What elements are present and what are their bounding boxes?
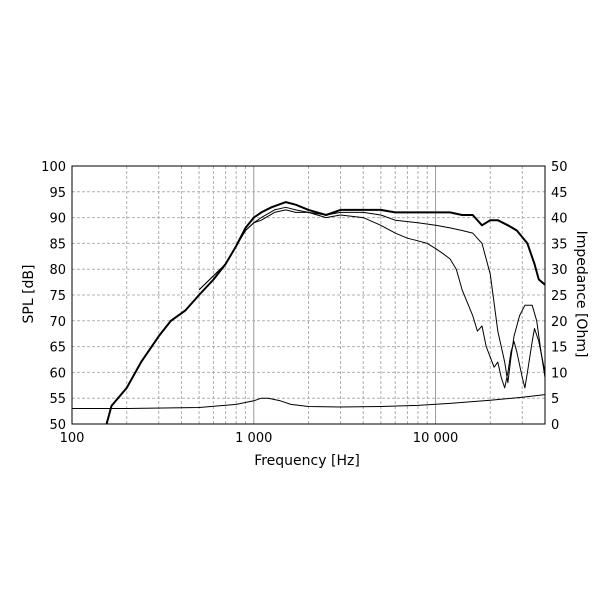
y-tick-label-left: 75 [49, 289, 66, 304]
y-tick-label-left: 100 [41, 160, 66, 175]
x-tick-label: 1 000 [235, 431, 272, 446]
y-tick-label-left: 70 [49, 315, 66, 330]
y-tick-label-left: 55 [49, 392, 66, 407]
impedance-curve [72, 394, 546, 409]
plot-frame [71, 165, 546, 425]
x-tick-label: 10 000 [413, 431, 459, 446]
y-tick-label-right: 25 [551, 289, 568, 304]
y-tick-label-right: 30 [551, 263, 568, 278]
y-tick-label-left: 85 [49, 237, 66, 252]
y-tick-label-left: 90 [49, 212, 66, 227]
y-tick-label-left: 60 [49, 366, 66, 381]
y-axis-title-right: Impedance [Ohm] [573, 231, 589, 358]
y-tick-label-right: 15 [551, 341, 568, 356]
spl-curve-1 [105, 201, 546, 425]
tick-labels: 100 1 000 10 000 50 55 60 65 70 75 80 85 90 95 100 0 5 1… [41, 160, 567, 446]
series-layer [72, 201, 546, 425]
spl-curve-2 [198, 206, 546, 384]
y-tick-label-right: 35 [551, 237, 568, 252]
y-tick-label-right: 0 [551, 418, 559, 433]
y-tick-label-left: 80 [49, 263, 66, 278]
y-tick-label-right: 50 [551, 160, 568, 175]
y-tick-label-left: 65 [49, 341, 66, 356]
y-tick-label-left: 50 [49, 418, 66, 433]
x-tick-label: 100 [60, 431, 85, 446]
y-tick-label-right: 5 [551, 392, 559, 407]
y-tick-label-right: 20 [551, 315, 568, 330]
x-axis-title: Frequency [Hz] [254, 453, 360, 469]
grid [72, 166, 545, 424]
spl-curve-3 [198, 209, 546, 389]
y-axis-title-left: SPL [dB] [21, 265, 37, 324]
y-tick-label-right: 45 [551, 186, 568, 201]
y-tick-label-right: 40 [551, 212, 568, 227]
y-tick-label-left: 95 [49, 186, 66, 201]
y-tick-label-right: 10 [551, 366, 568, 381]
